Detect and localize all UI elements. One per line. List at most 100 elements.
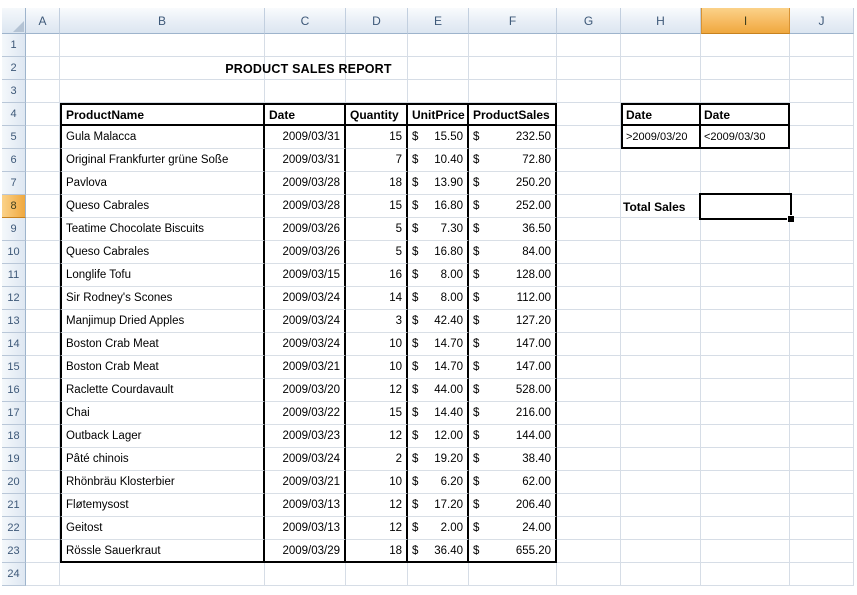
date-cell[interactable]: 2009/03/28 (265, 172, 346, 195)
date-cell[interactable]: 2009/03/13 (265, 494, 346, 517)
header-cell-quantity[interactable]: Quantity (346, 103, 408, 126)
product-sales-cell[interactable]: $38.40 (469, 448, 557, 471)
cell-J19[interactable] (790, 448, 854, 471)
cell-A14[interactable] (26, 333, 60, 356)
date-cell[interactable]: 2009/03/28 (265, 195, 346, 218)
cell-C2[interactable] (265, 57, 346, 80)
cell-J13[interactable] (790, 310, 854, 333)
cell-H11[interactable] (621, 264, 701, 287)
date-cell[interactable]: 2009/03/20 (265, 379, 346, 402)
cell-A18[interactable] (26, 425, 60, 448)
product-sales-cell[interactable]: $84.00 (469, 241, 557, 264)
quantity-cell[interactable]: 16 (346, 264, 408, 287)
cell-G12[interactable] (557, 287, 621, 310)
cell-H17[interactable] (621, 402, 701, 425)
unit-price-cell[interactable]: $14.70 (408, 333, 469, 356)
cell-A22[interactable] (26, 517, 60, 540)
cell-G10[interactable] (557, 241, 621, 264)
cell-F24[interactable] (469, 563, 557, 586)
cell-A24[interactable] (26, 563, 60, 586)
date-cell[interactable]: 2009/03/26 (265, 241, 346, 264)
column-header-A[interactable]: A (26, 8, 60, 34)
cell-A20[interactable] (26, 471, 60, 494)
unit-price-cell[interactable]: $13.90 (408, 172, 469, 195)
row-header-11[interactable]: 11 (2, 264, 26, 287)
quantity-cell[interactable]: 12 (346, 517, 408, 540)
cell-H1[interactable] (621, 34, 701, 57)
quantity-cell[interactable]: 2 (346, 448, 408, 471)
cell-A23[interactable] (26, 540, 60, 563)
cell-I13[interactable] (701, 310, 790, 333)
cell-E1[interactable] (408, 34, 469, 57)
cell-A11[interactable] (26, 264, 60, 287)
row-header-2[interactable]: 2 (2, 57, 26, 80)
date-cell[interactable]: 2009/03/21 (265, 471, 346, 494)
cell-I18[interactable] (701, 425, 790, 448)
cell-A19[interactable] (26, 448, 60, 471)
unit-price-cell[interactable]: $6.20 (408, 471, 469, 494)
unit-price-cell[interactable]: $15.50 (408, 126, 469, 149)
product-name-cell[interactable]: Gula Malacca (60, 126, 265, 149)
cell-B2[interactable] (60, 57, 265, 80)
column-header-F[interactable]: F (469, 8, 557, 34)
cell-H21[interactable] (621, 494, 701, 517)
quantity-cell[interactable]: 5 (346, 241, 408, 264)
product-name-cell[interactable]: Pâté chinois (60, 448, 265, 471)
cell-A7[interactable] (26, 172, 60, 195)
cell-G5[interactable] (557, 126, 621, 149)
header-cell-productsales[interactable]: ProductSales (469, 103, 557, 126)
row-header-12[interactable]: 12 (2, 287, 26, 310)
column-header-G[interactable]: G (557, 8, 621, 34)
cell-H24[interactable] (621, 563, 701, 586)
cell-D1[interactable] (346, 34, 408, 57)
quantity-cell[interactable]: 14 (346, 287, 408, 310)
cell-F2[interactable] (469, 57, 557, 80)
date-cell[interactable]: 2009/03/22 (265, 402, 346, 425)
unit-price-cell[interactable]: $16.80 (408, 195, 469, 218)
quantity-cell[interactable]: 10 (346, 471, 408, 494)
cell-E24[interactable] (408, 563, 469, 586)
product-sales-cell[interactable]: $127.20 (469, 310, 557, 333)
cell-G6[interactable] (557, 149, 621, 172)
row-header-22[interactable]: 22 (2, 517, 26, 540)
row-header-24[interactable]: 24 (2, 563, 26, 586)
quantity-cell[interactable]: 12 (346, 494, 408, 517)
cell-G16[interactable] (557, 379, 621, 402)
criteria-header-cell-i4[interactable]: Date (701, 103, 790, 126)
cell-J11[interactable] (790, 264, 854, 287)
cell-H23[interactable] (621, 540, 701, 563)
product-sales-cell[interactable]: $216.00 (469, 402, 557, 425)
cell-J20[interactable] (790, 471, 854, 494)
cell-A1[interactable] (26, 34, 60, 57)
unit-price-cell[interactable]: $17.20 (408, 494, 469, 517)
cell-A15[interactable] (26, 356, 60, 379)
cell-H12[interactable] (621, 287, 701, 310)
unit-price-cell[interactable]: $7.30 (408, 218, 469, 241)
row-header-19[interactable]: 19 (2, 448, 26, 471)
product-sales-cell[interactable]: $250.20 (469, 172, 557, 195)
cell-I3[interactable] (701, 80, 790, 103)
product-sales-cell[interactable]: $147.00 (469, 333, 557, 356)
unit-price-cell[interactable]: $10.40 (408, 149, 469, 172)
product-name-cell[interactable]: Fløtemysost (60, 494, 265, 517)
cell-H18[interactable] (621, 425, 701, 448)
date-cell[interactable]: 2009/03/24 (265, 333, 346, 356)
column-header-E[interactable]: E (408, 8, 469, 34)
row-header-5[interactable]: 5 (2, 126, 26, 149)
criteria-header-cell-h4[interactable]: Date (621, 103, 701, 126)
row-header-23[interactable]: 23 (2, 540, 26, 563)
cell-G18[interactable] (557, 425, 621, 448)
cell-A5[interactable] (26, 126, 60, 149)
product-name-cell[interactable]: Teatime Chocolate Biscuits (60, 218, 265, 241)
cell-J6[interactable] (790, 149, 854, 172)
cell-G19[interactable] (557, 448, 621, 471)
header-cell-unitprice[interactable]: UnitPrice (408, 103, 469, 126)
cell-J21[interactable] (790, 494, 854, 517)
unit-price-cell[interactable]: $44.00 (408, 379, 469, 402)
product-sales-cell[interactable]: $72.80 (469, 149, 557, 172)
column-header-B[interactable]: B (60, 8, 265, 34)
cell-J17[interactable] (790, 402, 854, 425)
cell-H9[interactable] (621, 218, 701, 241)
cell-I10[interactable] (701, 241, 790, 264)
product-name-cell[interactable]: Rössle Sauerkraut (60, 540, 265, 563)
